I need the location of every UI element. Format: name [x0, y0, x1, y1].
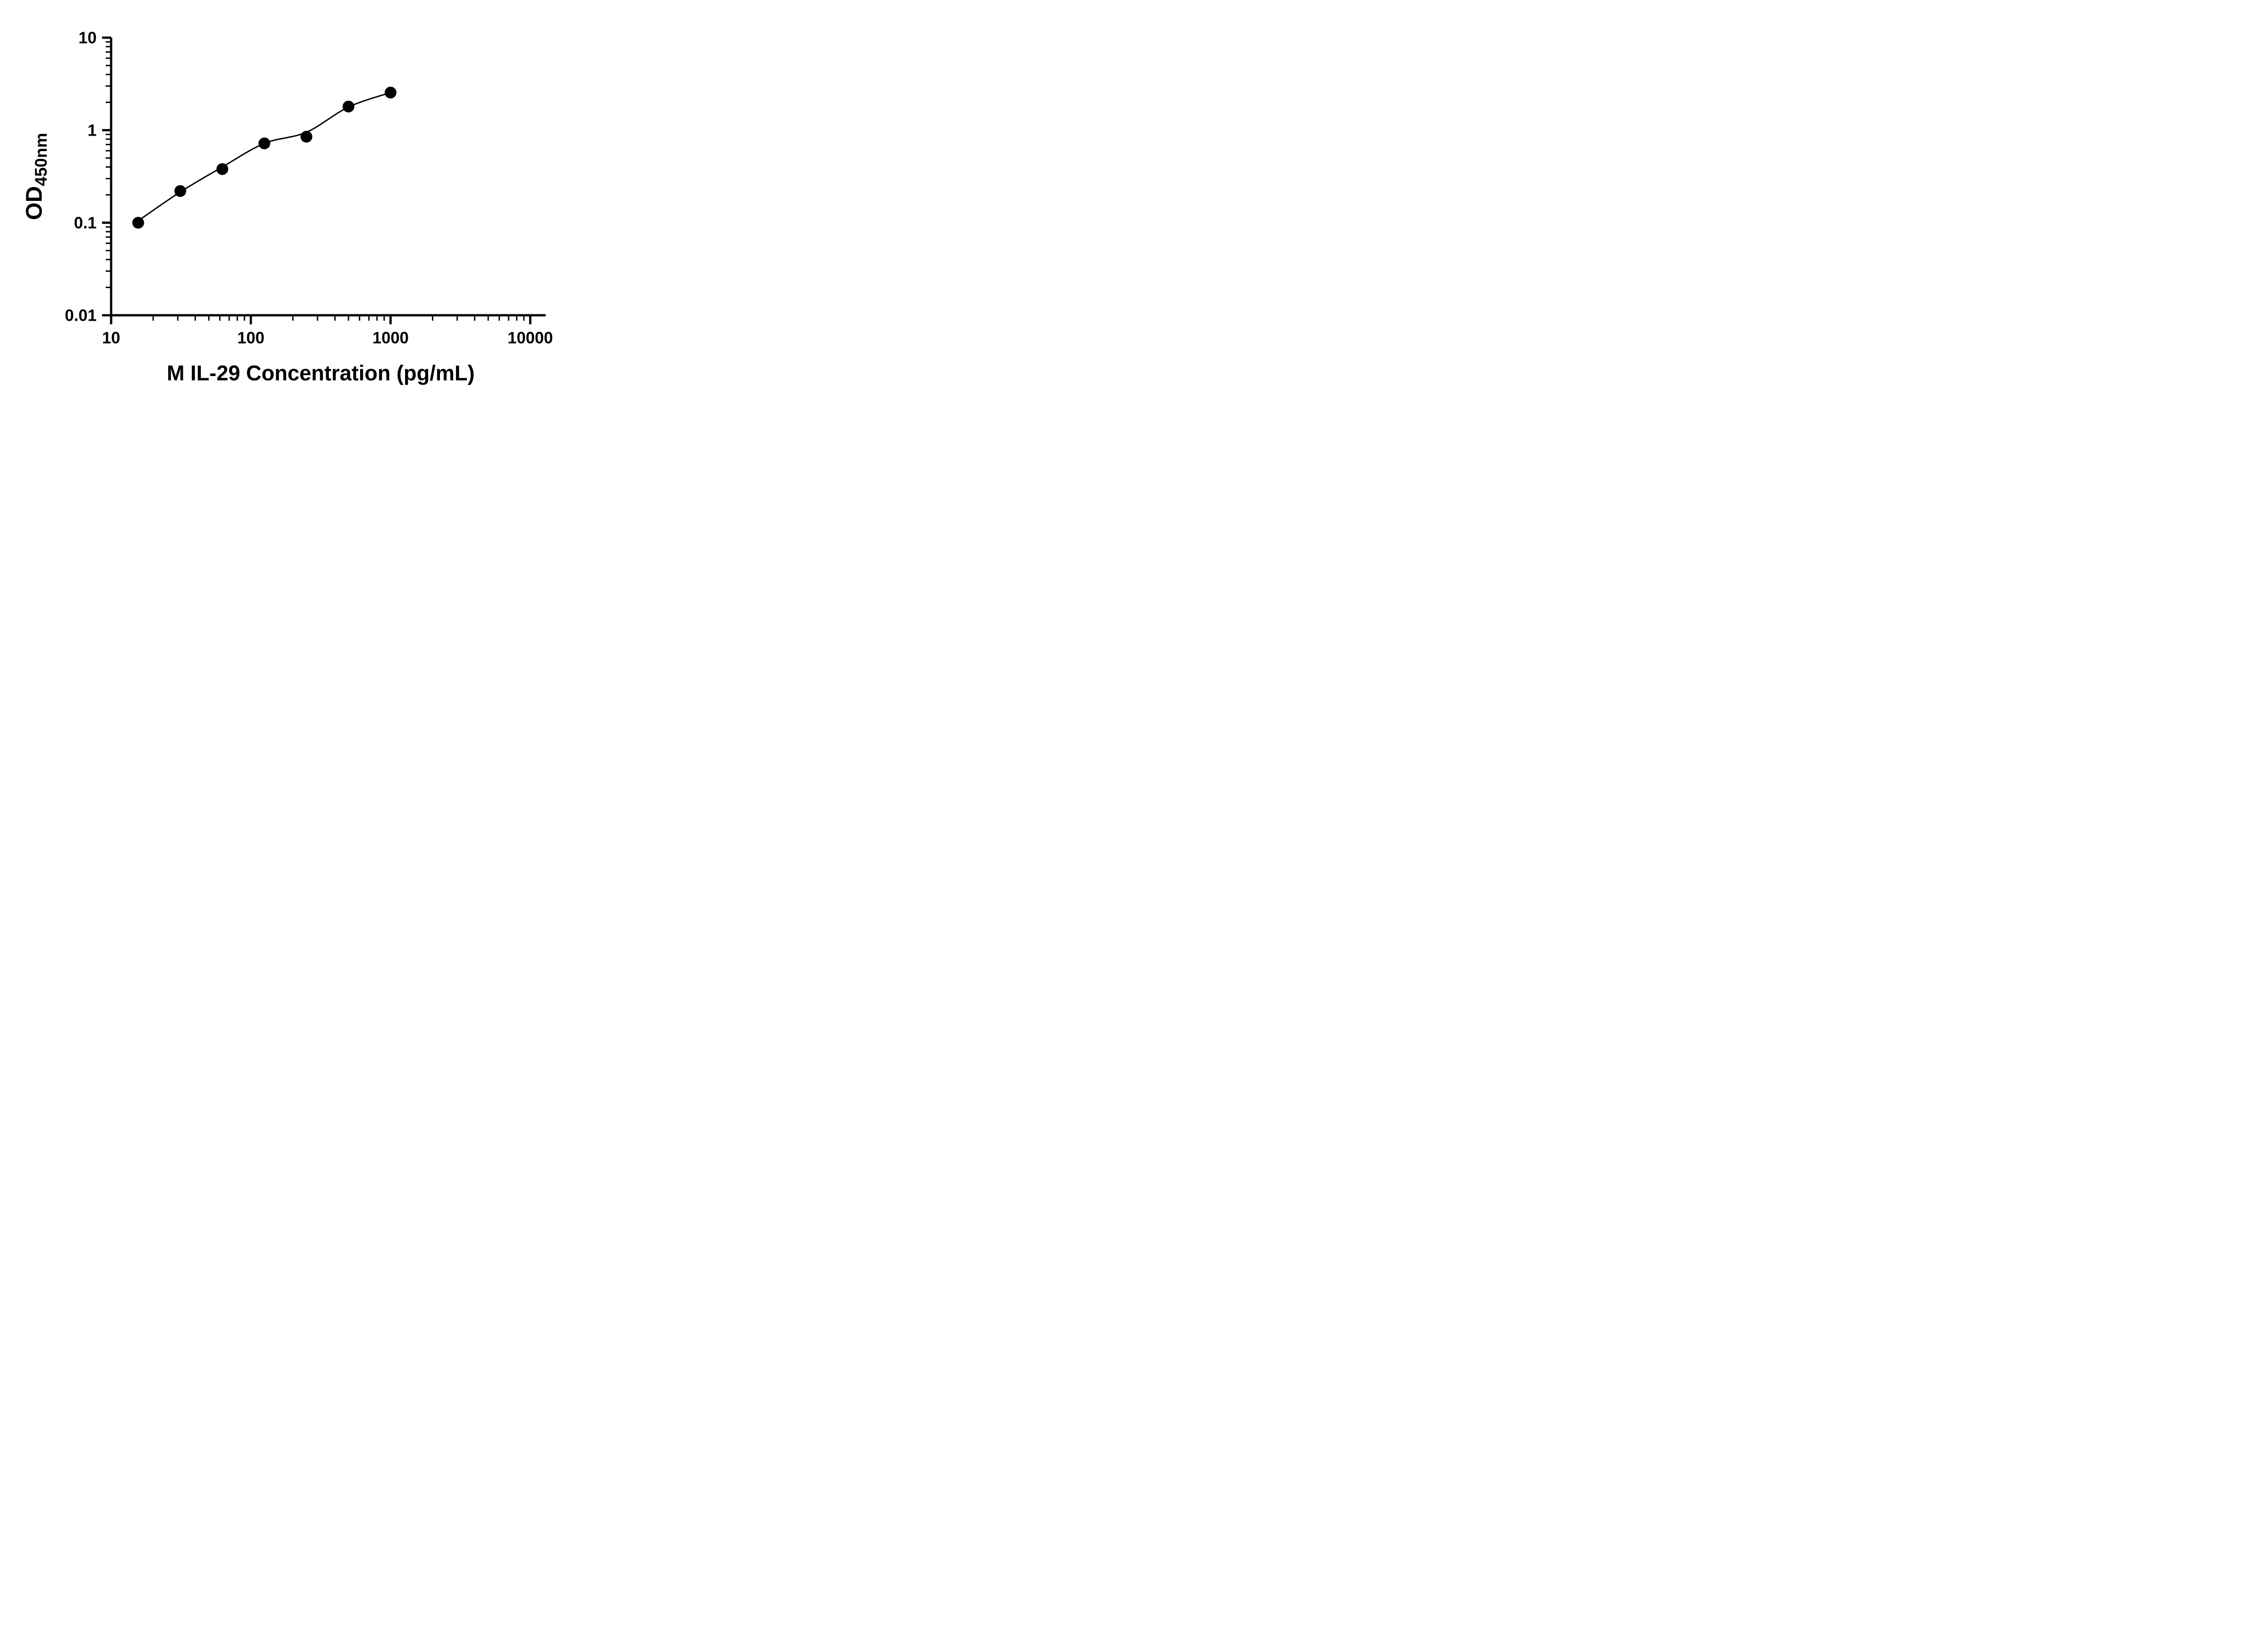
x-tick-label: 100 — [237, 328, 264, 347]
y-tick-label: 1 — [88, 121, 97, 140]
x-tick-label: 10 — [102, 328, 120, 347]
x-tick-label: 1000 — [372, 328, 409, 347]
plot-area: 0.01 0.1 1 10 10 100 1000 10000 — [65, 29, 553, 347]
y-tick-label: 10 — [78, 29, 97, 47]
elisa-standard-curve-chart: 0.01 0.1 1 10 10 100 1000 10000 OD450nm M IL-29… — [0, 0, 583, 408]
fit-curve-line — [137, 92, 391, 221]
y-axis-title-main: OD — [21, 186, 47, 220]
data-point — [258, 137, 270, 150]
data-point — [174, 185, 186, 197]
y-tick-label: 0.1 — [74, 214, 97, 232]
data-point — [132, 217, 144, 229]
data-point — [342, 100, 355, 112]
data-point — [385, 87, 396, 99]
x-axis-title: M IL-29 Concentration (pg/mL) — [166, 361, 475, 385]
data-point — [216, 163, 229, 175]
data-point — [300, 131, 313, 143]
y-axis-title-subscript: 450nm — [32, 132, 50, 186]
y-axis-title: OD450nm — [21, 133, 51, 220]
y-tick-label: 0.01 — [65, 306, 97, 325]
x-tick-label: 10000 — [508, 328, 553, 347]
